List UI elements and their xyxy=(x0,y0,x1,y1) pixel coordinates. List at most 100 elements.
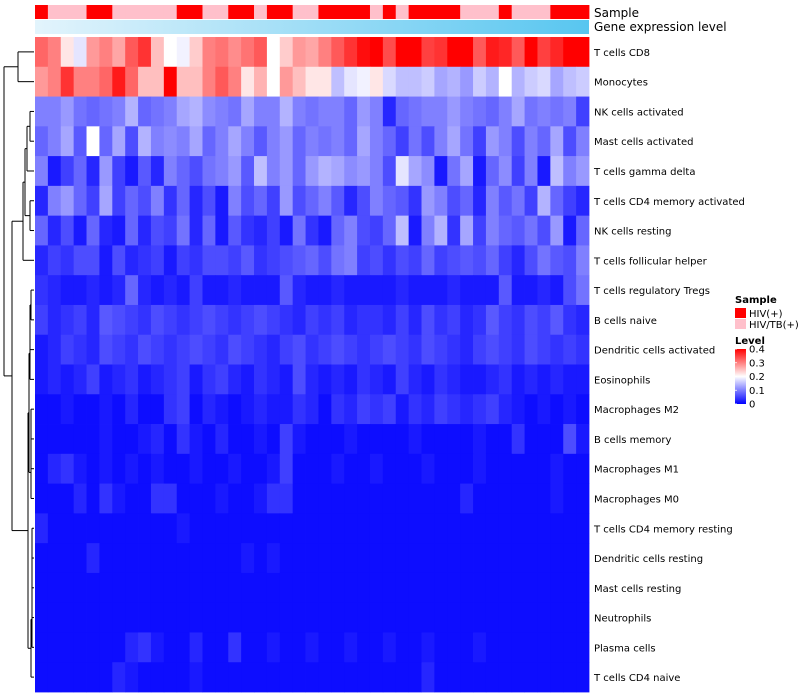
heatmap-cell xyxy=(215,304,229,336)
heatmap-cell xyxy=(460,334,474,365)
heatmap-cell xyxy=(576,126,590,157)
heatmap-cell xyxy=(202,215,216,246)
heatmap-cell xyxy=(473,96,487,127)
heatmap-cell xyxy=(357,37,371,68)
heatmap-cell xyxy=(576,96,590,127)
heatmap-cell xyxy=(112,394,126,425)
heatmap-cell xyxy=(421,602,435,633)
heatmap-cell xyxy=(369,66,384,97)
heatmap-cell xyxy=(473,513,487,544)
heatmap-cell xyxy=(447,275,461,306)
heatmap-cell xyxy=(266,275,281,306)
heatmap-cell xyxy=(150,364,165,395)
heatmap-cell xyxy=(35,632,49,663)
heatmap-cell xyxy=(331,364,345,395)
heatmap-cell xyxy=(576,602,590,633)
heatmap-cell xyxy=(99,513,113,544)
heatmap-cell xyxy=(266,185,281,217)
heatmap-cell xyxy=(292,572,306,604)
heatmap-cell xyxy=(138,572,152,604)
heatmap-cell xyxy=(189,632,203,663)
heatmap-cell xyxy=(421,126,435,157)
heatmap-cell xyxy=(331,424,345,455)
heatmap-cell xyxy=(434,453,448,484)
heatmap-cell xyxy=(163,156,178,187)
heatmap-cell xyxy=(395,334,410,365)
heatmap-cell xyxy=(369,245,384,276)
heatmap-cell xyxy=(318,66,332,97)
heatmap-cell xyxy=(215,275,229,306)
heatmap-cell xyxy=(537,126,551,157)
heatmap-cell xyxy=(460,424,474,455)
heatmap-cell xyxy=(357,185,371,217)
sample-annotation-cell xyxy=(395,5,410,19)
heatmap-cell xyxy=(305,632,319,663)
heatmap-cell xyxy=(292,304,306,336)
heatmap-cell xyxy=(369,156,384,187)
heatmap-cell xyxy=(344,334,358,365)
heatmap-cell xyxy=(434,215,448,246)
heatmap-cell xyxy=(576,543,590,574)
heatmap-cell xyxy=(266,543,281,574)
heatmap-cell xyxy=(344,37,358,68)
heatmap-cell xyxy=(241,185,255,217)
heatmap-cell xyxy=(176,602,190,633)
heatmap-cell xyxy=(112,96,126,127)
heatmap-cell xyxy=(369,453,384,484)
heatmap-cell xyxy=(331,37,345,68)
heatmap-cell xyxy=(241,602,255,633)
heatmap-cell xyxy=(408,66,422,97)
heatmap-cell xyxy=(485,364,500,395)
heatmap-cell xyxy=(215,364,229,395)
heatmap-cell xyxy=(318,334,332,365)
heatmap-cell xyxy=(511,66,525,97)
heatmap-cell xyxy=(99,662,113,693)
heatmap-cell xyxy=(86,572,100,604)
heatmap-cell xyxy=(189,394,203,425)
heatmap-cell xyxy=(421,275,435,306)
heatmap-cell xyxy=(202,245,216,276)
sample-annotation-cell xyxy=(473,5,487,19)
heatmap-cell xyxy=(189,424,203,455)
heatmap-cell xyxy=(279,245,294,276)
heatmap-cell xyxy=(408,483,422,514)
heatmap-cell xyxy=(382,37,397,68)
heatmap-cell xyxy=(176,126,190,157)
heatmap-cell xyxy=(241,513,255,544)
heatmap-cell xyxy=(202,275,216,306)
heatmap-cell xyxy=(395,126,410,157)
heatmap-cell xyxy=(73,304,87,336)
heatmap-cell xyxy=(485,66,500,97)
heatmap-cell xyxy=(498,215,513,246)
heatmap-cell xyxy=(318,483,332,514)
heatmap-cell xyxy=(73,632,87,663)
sample-annotation-cell xyxy=(563,5,577,19)
sample-annotation-cell xyxy=(241,5,255,19)
heatmap-cell xyxy=(382,304,397,336)
heatmap-cell xyxy=(421,66,435,97)
heatmap-cell xyxy=(434,66,448,97)
heatmap-cell xyxy=(550,483,564,514)
heatmap-cell xyxy=(382,364,397,395)
heatmap-cell xyxy=(395,96,410,127)
heatmap-cell xyxy=(331,662,345,693)
heatmap-cell xyxy=(369,424,384,455)
heatmap-cell xyxy=(35,483,49,514)
heatmap-cell xyxy=(498,37,513,68)
sample-annotation-cell xyxy=(434,5,448,19)
heatmap-cell xyxy=(318,513,332,544)
heatmap-cell xyxy=(176,364,190,395)
heatmap-cell xyxy=(576,632,590,663)
sample-annotation-cell xyxy=(266,5,281,19)
heatmap-cell xyxy=(47,304,62,336)
heatmap-cell xyxy=(331,543,345,574)
heatmap-cell xyxy=(189,185,203,217)
heatmap-cell xyxy=(524,453,538,484)
heatmap-cell xyxy=(254,66,268,97)
heatmap-cell xyxy=(369,215,384,246)
heatmap-cell xyxy=(292,156,306,187)
heatmap-cell xyxy=(60,453,75,484)
heatmap-cell xyxy=(163,572,178,604)
sample-annotation-cell xyxy=(344,5,358,19)
